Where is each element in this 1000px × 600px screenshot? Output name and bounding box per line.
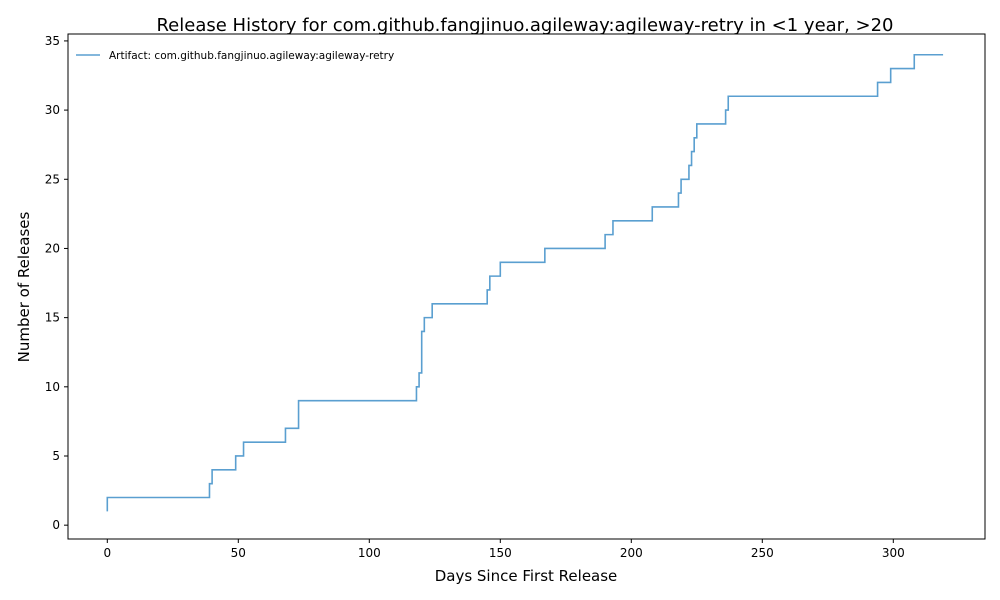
x-tick-label: 150 — [489, 546, 512, 560]
x-tick-label: 250 — [751, 546, 774, 560]
chart-title: Release History for com.github.fangjinuo… — [156, 15, 893, 36]
series-line-0 — [106, 53, 944, 512]
y-tick-label: 35 — [45, 34, 60, 48]
x-tick-label: 0 — [103, 546, 111, 560]
x-axis: 0 50 100 150 200 250 300 — [103, 539, 905, 560]
x-tick-label: 200 — [620, 546, 643, 560]
y-tick-label: 5 — [52, 449, 60, 463]
series-layer — [106, 53, 944, 512]
plot-area — [67, 33, 986, 540]
axes-frame — [67, 33, 986, 540]
y-tick-label: 20 — [45, 241, 60, 255]
y-tick-label: 25 — [45, 172, 60, 186]
y-axis: 0 5 10 15 20 25 30 35 — [45, 34, 68, 532]
x-axis-label: Days Since First Release — [435, 567, 618, 585]
y-tick-label: 10 — [45, 380, 60, 394]
x-tick-label: 100 — [358, 546, 381, 560]
y-tick-label: 30 — [45, 103, 60, 117]
legend: Artifact: com.github.fangjinuo.agileway:… — [76, 50, 394, 62]
y-tick-label: 15 — [45, 311, 60, 325]
x-tick-label: 50 — [231, 546, 246, 560]
x-tick-label: 300 — [882, 546, 905, 560]
legend-label: Artifact: com.github.fangjinuo.agileway:… — [109, 50, 394, 62]
y-tick-label: 0 — [52, 518, 60, 532]
y-axis-label: Number of Releases — [15, 211, 33, 362]
